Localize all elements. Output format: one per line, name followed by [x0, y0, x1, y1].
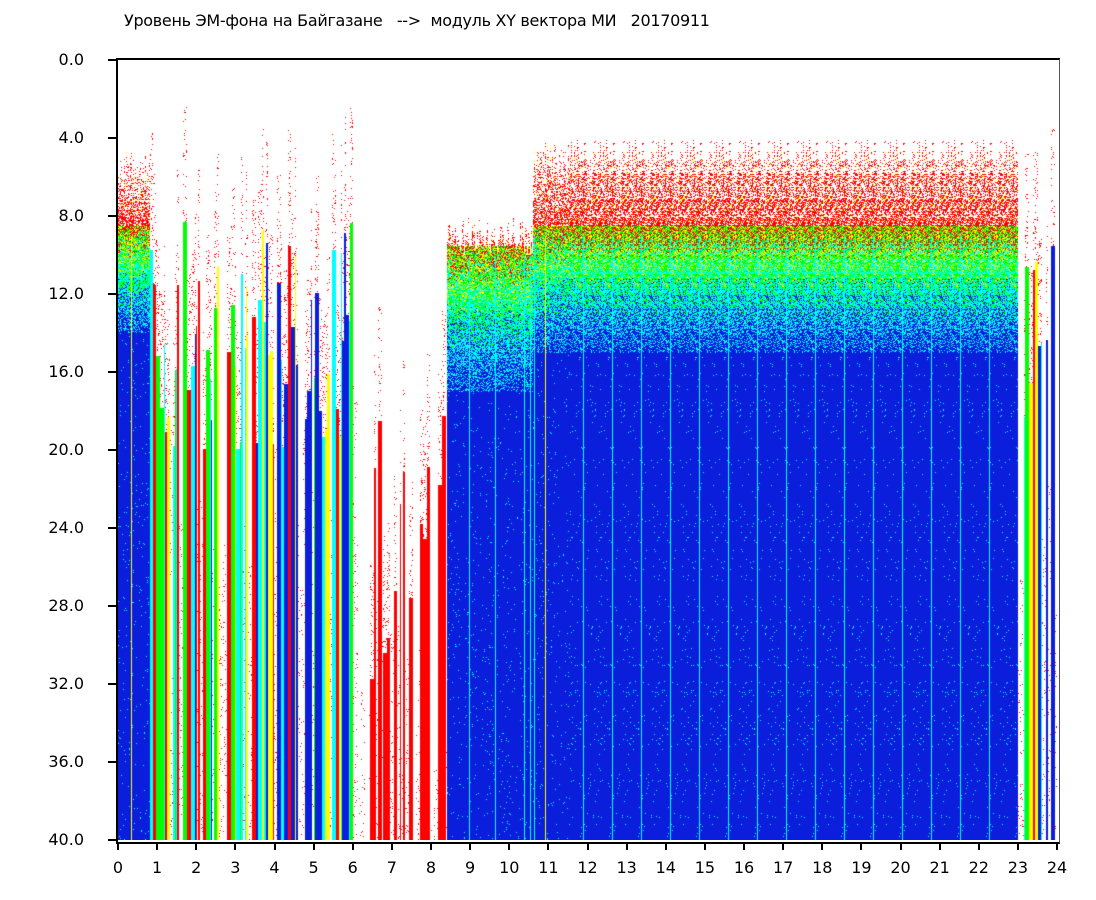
x-tick-mark — [547, 842, 550, 850]
x-tick-label: 8 — [425, 858, 437, 877]
y-tick-label: 40.0 — [48, 830, 84, 849]
x-tick-mark — [625, 842, 628, 850]
x-tick-mark — [234, 842, 237, 850]
y-tick-label: 20.0 — [48, 440, 84, 459]
y-tick-mark — [108, 839, 116, 841]
x-tick-mark — [1056, 842, 1058, 850]
x-tick-label: 19 — [851, 858, 872, 877]
x-tick-mark — [117, 842, 119, 850]
x-tick-mark — [860, 842, 863, 850]
x-tick-label: 11 — [538, 858, 559, 877]
y-tick-mark — [108, 527, 116, 529]
y-tick-mark — [108, 137, 116, 139]
x-tick-mark — [156, 842, 159, 850]
x-tick-mark — [430, 842, 432, 850]
x-tick-label: 6 — [347, 858, 358, 877]
x-tick-label: 13 — [616, 858, 637, 877]
x-tick-mark — [273, 842, 276, 850]
y-tick-mark — [108, 761, 116, 763]
y-tick-label: 32.0 — [48, 674, 84, 693]
x-tick-mark — [821, 842, 824, 850]
x-tick-mark — [782, 842, 785, 850]
y-tick-mark — [108, 293, 116, 295]
x-tick-label: 14 — [655, 858, 676, 877]
y-tick-label: 12.0 — [48, 284, 84, 303]
y-tick-label: 0.0 — [58, 50, 84, 69]
x-tick-label: 15 — [694, 858, 716, 877]
x-tick-mark — [508, 842, 511, 850]
y-tick-mark — [108, 683, 116, 685]
x-tick-label: 5 — [308, 858, 319, 877]
x-tick-mark — [312, 842, 315, 850]
x-tick-mark — [977, 842, 980, 850]
y-tick-label: 24.0 — [48, 518, 84, 537]
x-tick-label: 9 — [465, 858, 476, 877]
x-tick-label: 3 — [230, 858, 241, 877]
x-tick-mark — [390, 842, 393, 850]
heatmap-canvas — [118, 60, 1057, 840]
y-tick-mark — [108, 371, 116, 373]
x-tick-mark — [586, 842, 589, 850]
y-tick-mark — [108, 605, 116, 607]
x-tick-label: 22 — [968, 858, 989, 877]
x-tick-mark — [351, 842, 354, 850]
y-tick-label: 28.0 — [48, 596, 84, 615]
y-tick-label: 16.0 — [48, 362, 84, 381]
x-tick-label: 18 — [812, 858, 833, 877]
x-tick-label: 2 — [191, 858, 202, 877]
x-tick-label: 24 — [1046, 858, 1068, 877]
x-tick-mark — [703, 842, 706, 850]
x-tick-mark — [1016, 842, 1019, 850]
y-tick-label: 36.0 — [48, 752, 84, 771]
x-tick-label: 10 — [499, 858, 520, 877]
y-tick-label: 4.0 — [58, 128, 84, 147]
chart-title: Уровень ЭМ-фона на Байгазане --> модуль … — [124, 11, 710, 30]
x-tick-mark — [469, 842, 472, 850]
x-tick-label: 23 — [1007, 858, 1029, 877]
y-tick-mark — [108, 449, 116, 451]
x-tick-label: 21 — [929, 858, 950, 877]
x-tick-label: 0 — [112, 858, 124, 877]
x-tick-mark — [743, 842, 745, 850]
x-tick-mark — [195, 842, 198, 850]
x-tick-mark — [664, 842, 667, 850]
x-tick-label: 1 — [152, 858, 163, 877]
y-tick-label: 8.0 — [58, 206, 84, 225]
x-tick-label: 17 — [772, 858, 794, 877]
y-tick-mark — [108, 215, 116, 217]
x-tick-label: 4 — [269, 858, 280, 877]
x-tick-label: 12 — [577, 858, 598, 877]
x-tick-mark — [938, 842, 941, 850]
y-tick-mark — [108, 59, 116, 61]
x-tick-label: 7 — [386, 858, 397, 877]
x-tick-label: 20 — [890, 858, 911, 877]
x-tick-label: 16 — [733, 858, 755, 877]
x-tick-mark — [899, 842, 902, 850]
